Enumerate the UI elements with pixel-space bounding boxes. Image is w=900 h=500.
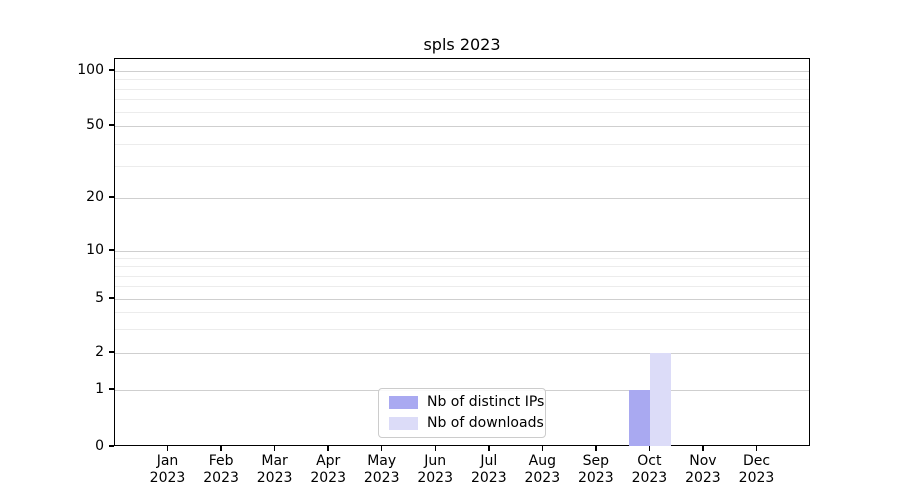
x-tick-month: May — [367, 453, 397, 469]
x-tick-label: Jul 2023 — [457, 453, 521, 487]
y-tick-mark — [109, 124, 114, 126]
x-tick-mark — [755, 446, 758, 451]
x-tick-label: Sep 2023 — [564, 453, 628, 487]
gridline-minor — [115, 111, 809, 113]
x-tick-label: Jan 2023 — [136, 453, 200, 487]
x-tick-label: May 2023 — [350, 453, 414, 487]
legend-item-distinct-ips: Nb of distinct IPs — [389, 394, 545, 411]
plot-area — [114, 58, 810, 446]
gridline-major — [115, 198, 809, 199]
x-tick-year: 2023 — [310, 470, 346, 486]
x-tick-label: Oct 2023 — [617, 453, 681, 487]
y-tick-label: 100 — [77, 62, 104, 78]
x-tick-month: Aug — [528, 453, 556, 469]
y-tick-label: 5 — [95, 290, 104, 306]
gridline-major — [115, 71, 809, 72]
x-tick-month: Apr — [316, 453, 341, 469]
x-tick-year: 2023 — [685, 470, 721, 486]
bar-downloads — [650, 353, 672, 446]
y-tick-mark — [109, 388, 114, 390]
x-tick-year: 2023 — [417, 470, 453, 486]
x-tick-month: Jan — [156, 453, 179, 469]
y-tick-label: 1 — [95, 381, 104, 397]
x-tick-year: 2023 — [363, 470, 400, 486]
legend-label-distinct-ips: Nb of distinct IPs — [427, 394, 545, 410]
x-tick-mark — [327, 446, 329, 451]
x-tick-mark — [273, 446, 276, 451]
x-tick-mark — [220, 446, 222, 451]
y-tick-mark — [109, 351, 114, 353]
gridline-minor — [115, 329, 809, 331]
x-tick-year: 2023 — [149, 470, 186, 486]
y-tick-label: 50 — [86, 117, 104, 133]
gridline-major — [115, 126, 809, 127]
x-tick-month: Feb — [208, 453, 234, 469]
x-tick-mark — [595, 446, 597, 451]
gridline-major — [115, 353, 809, 354]
x-tick-label: Feb 2023 — [189, 453, 253, 487]
y-tick-mark — [109, 69, 114, 71]
gridline-minor — [115, 275, 809, 277]
y-tick-label: 20 — [86, 189, 104, 205]
x-tick-month: Mar — [261, 453, 288, 469]
y-tick-mark — [109, 445, 114, 447]
legend-item-downloads: Nb of downloads — [389, 415, 545, 432]
x-tick-mark — [488, 446, 490, 451]
x-tick-mark — [166, 446, 169, 451]
x-tick-month: Sep — [582, 453, 609, 469]
x-tick-year: 2023 — [524, 470, 561, 486]
gridline-minor — [115, 99, 809, 101]
gridline-major — [115, 251, 809, 252]
gridline-minor — [115, 258, 809, 260]
x-tick-year: 2023 — [256, 470, 293, 486]
x-tick-mark — [648, 446, 651, 451]
x-tick-month: Jun — [424, 453, 447, 469]
y-tick-label: 10 — [86, 242, 104, 258]
x-tick-mark — [380, 446, 383, 451]
x-tick-mark — [434, 446, 436, 451]
x-tick-year: 2023 — [738, 470, 775, 486]
x-tick-year: 2023 — [577, 470, 614, 486]
legend-swatch-downloads — [389, 417, 418, 430]
x-tick-year: 2023 — [203, 470, 239, 486]
legend: Nb of distinct IPs Nb of downloads — [378, 388, 546, 438]
y-tick-mark — [109, 249, 114, 251]
x-tick-label: Jun 2023 — [403, 453, 467, 487]
x-tick-month: Nov — [689, 453, 717, 469]
x-tick-label: Aug 2023 — [510, 453, 574, 487]
x-tick-label: Dec 2023 — [725, 453, 789, 487]
x-tick-year: 2023 — [631, 470, 668, 486]
bar-distinct-ips — [629, 390, 651, 446]
x-tick-mark — [541, 446, 544, 451]
x-tick-month: Dec — [742, 453, 771, 469]
chart-title: spls 2023 — [423, 35, 501, 54]
gridline-minor — [115, 79, 809, 81]
x-tick-label: Apr 2023 — [296, 453, 360, 487]
legend-swatch-distinct-ips — [389, 396, 418, 409]
gridline-minor — [115, 166, 809, 168]
x-tick-label: Nov 2023 — [671, 453, 735, 487]
x-tick-label: Mar 2023 — [243, 453, 307, 487]
y-tick-mark — [109, 196, 114, 198]
y-tick-mark — [109, 297, 114, 299]
y-tick-label: 0 — [95, 438, 104, 454]
gridline-minor — [115, 286, 809, 288]
gridline-major — [115, 299, 809, 300]
legend-label-downloads: Nb of downloads — [427, 415, 544, 431]
x-tick-year: 2023 — [470, 470, 507, 486]
x-tick-mark — [702, 446, 704, 451]
x-tick-month: Oct — [637, 453, 662, 469]
gridline-minor — [115, 312, 809, 314]
gridline-minor — [115, 266, 809, 268]
y-tick-label: 2 — [95, 344, 104, 360]
x-tick-month: Jul — [480, 453, 498, 469]
gridline-minor — [115, 88, 809, 90]
gridline-minor — [115, 143, 809, 145]
